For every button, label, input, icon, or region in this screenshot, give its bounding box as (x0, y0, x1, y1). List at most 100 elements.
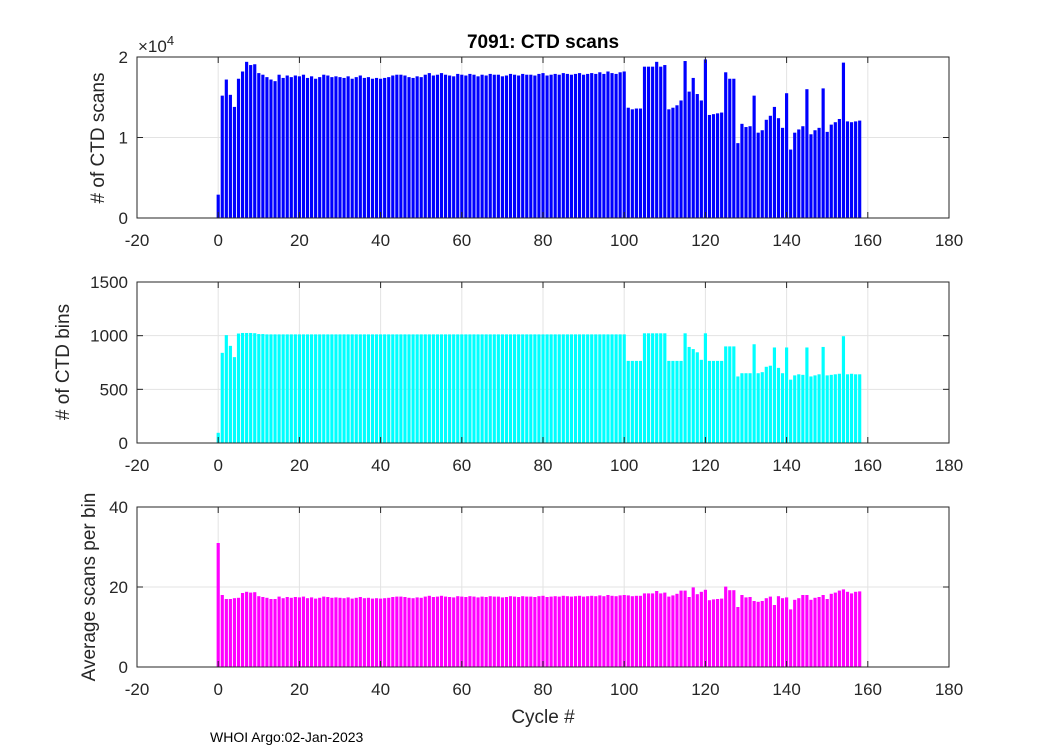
bar (695, 94, 699, 218)
bar (460, 74, 464, 219)
bar (265, 334, 269, 443)
bar (805, 595, 809, 667)
bar (675, 360, 679, 443)
bar (419, 77, 423, 219)
bar (415, 597, 419, 667)
bar (663, 65, 667, 218)
x-tick-label: 140 (772, 456, 800, 475)
bar (602, 73, 606, 218)
bar (618, 595, 622, 667)
bar (642, 593, 647, 667)
bar (500, 76, 504, 218)
bar (626, 595, 630, 667)
bar (557, 334, 561, 443)
bar (285, 75, 289, 218)
bar (456, 334, 460, 443)
bar (468, 596, 472, 667)
bar (370, 598, 375, 667)
x-tick-label: 160 (854, 231, 882, 250)
bar (691, 349, 695, 443)
bar (427, 334, 431, 443)
bar (249, 65, 253, 218)
bar (610, 334, 614, 443)
bar (240, 332, 245, 443)
x-tick-label: 140 (772, 231, 800, 250)
x-tick-label: 60 (452, 231, 471, 250)
bar (513, 74, 517, 219)
bar (342, 77, 346, 219)
x-tick-label: 120 (691, 231, 719, 250)
bar (845, 121, 850, 218)
bar (443, 596, 448, 667)
bar (301, 74, 306, 219)
bar (809, 599, 813, 667)
bar (370, 78, 375, 219)
bar (683, 61, 687, 218)
bar (269, 599, 273, 667)
bar (854, 374, 858, 443)
bar (780, 127, 785, 218)
bar (638, 108, 643, 218)
bar (277, 334, 281, 443)
x-tick-label: 160 (854, 680, 882, 699)
bar (350, 78, 354, 219)
bar (744, 597, 748, 667)
y-axis-label: Average scans per bin (79, 493, 100, 682)
bar (598, 334, 602, 443)
bar (322, 74, 326, 219)
bar (476, 76, 480, 218)
bar (374, 334, 379, 443)
bar (399, 596, 403, 667)
bar (582, 74, 586, 219)
bar (289, 334, 293, 443)
x-tick-label: 20 (290, 231, 309, 250)
bar (435, 74, 440, 219)
bar (411, 334, 415, 443)
bar (732, 78, 736, 219)
bar (711, 599, 716, 667)
bar (240, 71, 245, 219)
bar (301, 596, 306, 667)
bar (780, 598, 785, 667)
bar (517, 75, 521, 218)
bar (310, 597, 314, 667)
bar (537, 596, 541, 667)
bar (383, 77, 387, 219)
bar (565, 596, 569, 667)
bar (533, 75, 537, 218)
bar (557, 596, 561, 667)
bar (716, 599, 720, 667)
bar (736, 607, 740, 667)
bar (472, 74, 476, 219)
bar (768, 365, 772, 443)
bar (573, 334, 578, 443)
bar (797, 129, 801, 218)
bar (699, 591, 703, 667)
bar (691, 587, 695, 667)
bar (793, 375, 797, 443)
bar (703, 589, 707, 667)
bar (310, 334, 314, 443)
bar (253, 592, 257, 667)
bar (667, 109, 671, 218)
bar (277, 74, 281, 219)
x-tick-label: 120 (691, 456, 719, 475)
bar (776, 596, 781, 667)
bar (651, 593, 655, 667)
bar (756, 132, 760, 218)
bar (358, 334, 362, 443)
bar (671, 360, 675, 443)
bar (594, 334, 598, 443)
bar (265, 597, 269, 667)
bar (513, 596, 517, 667)
bar (387, 334, 391, 443)
bar (590, 334, 594, 443)
bar (716, 360, 720, 443)
x-tick-label: 60 (452, 456, 471, 475)
bar (756, 373, 760, 443)
bar (448, 597, 452, 667)
bar (269, 79, 273, 218)
bar (285, 597, 289, 667)
bar (646, 66, 651, 218)
